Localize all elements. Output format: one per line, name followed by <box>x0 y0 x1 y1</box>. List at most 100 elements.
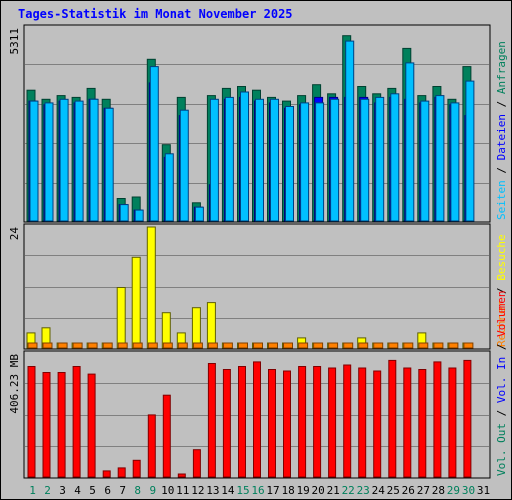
panel-1-bar-seiten-day-20 <box>315 102 325 222</box>
panel-2-y-max-label: 24 <box>8 227 21 241</box>
panel-3-bar-volumen-day-17 <box>268 369 276 478</box>
x-tick-label-day-20: 20 <box>311 484 324 497</box>
x-tick-label-day-22: 22 <box>342 484 355 497</box>
panel-2-bar-rechner-day-28 <box>433 342 444 349</box>
panel-3-bar-volumen-day-26 <box>403 367 412 478</box>
panel-1-bar-seiten-day-8 <box>134 209 144 222</box>
x-tick-label-day-8: 8 <box>134 484 141 497</box>
x-tick-label-day-2: 2 <box>44 484 51 497</box>
panel-1-legend-dateien: Dateien <box>495 114 508 160</box>
panel-2-bar-rechner-day-12 <box>192 342 203 349</box>
panel-1-bar-seiten-day-6 <box>104 107 114 222</box>
panel-1-bar-seiten-day-10 <box>164 153 174 222</box>
panel-3-bar-volumen-day-6 <box>102 470 111 478</box>
panel-2-bar-besuche-day-13 <box>206 302 216 349</box>
panel-1-bar-seiten-day-5 <box>89 98 99 222</box>
panel-1-legend-seiten: Seiten <box>495 180 508 220</box>
panel-1-bar-seiten-day-17 <box>270 98 279 222</box>
panel-3-bar-volumen-day-7 <box>117 467 126 478</box>
panel-1-bar-seiten-day-11 <box>179 109 189 222</box>
x-tick-label-day-26: 26 <box>402 484 415 497</box>
panel-3-bar-volumen-day-25 <box>388 359 397 478</box>
x-tick-label-day-31: 31 <box>477 484 490 497</box>
panel-1-legend-anfragen: Anfragen <box>495 41 508 94</box>
panel-3-bar-volumen-day-19 <box>298 366 307 478</box>
panel-2-bar-rechner-day-14 <box>222 342 233 349</box>
x-tick-label-day-14: 14 <box>221 484 235 497</box>
x-tick-label-day-7: 7 <box>119 484 126 497</box>
panel-2-bar-besuche-day-12 <box>191 307 201 349</box>
panel-3-bar-volumen-day-20 <box>313 366 322 478</box>
panel-2-legend-separator: / <box>495 281 508 301</box>
panel-1-bar-seiten-day-30 <box>465 80 475 222</box>
panel-2-legend-besuche: Besuche <box>495 234 508 280</box>
panel-3-bar-volumen-day-24 <box>373 370 382 478</box>
panel-3-bar-volumen-day-13 <box>207 363 216 478</box>
panel-1-bar-seiten-day-16 <box>255 98 264 222</box>
panel-2-bar-rechner-day-8 <box>132 342 143 349</box>
panel-2-bar-rechner-day-7 <box>117 342 128 349</box>
panel-3-bar-volumen-day-16 <box>253 361 261 478</box>
x-tick-label-day-4: 4 <box>74 484 81 497</box>
x-tick-label-day-5: 5 <box>89 484 96 497</box>
panel-3-bar-volumen-day-29 <box>448 367 457 478</box>
panel-3-legend-vol-in: Vol. In <box>495 357 508 403</box>
panel-2-bar-rechner-day-25 <box>388 342 399 349</box>
panel-3-bar-volumen-day-10 <box>162 394 171 478</box>
panel-1-legend-separator: / <box>495 94 508 114</box>
panel-1-bar-seiten-day-28 <box>435 95 445 222</box>
panel-3-bar-volumen-day-14 <box>222 369 231 478</box>
panel-3-bar-volumen-day-12 <box>192 449 201 478</box>
panel-3-bar-volumen-day-30 <box>463 359 472 478</box>
panel-3-bar-volumen-day-23 <box>358 367 367 478</box>
x-tick-label-day-29: 29 <box>447 484 460 497</box>
panel-1-bar-seiten-day-26 <box>405 62 415 222</box>
panel-1-bar-seiten-day-18 <box>285 106 294 222</box>
x-tick-label-day-19: 19 <box>296 484 309 497</box>
panel-2-bar-rechner-day-10 <box>162 342 173 349</box>
panel-2-plot-area <box>23 223 491 350</box>
panel-3-bar-volumen-day-1 <box>27 366 36 478</box>
x-tick-label-day-11: 11 <box>176 484 189 497</box>
panel-3-bar-volumen-day-27 <box>418 369 427 478</box>
x-tick-label-day-28: 28 <box>432 484 445 497</box>
panel-1-bar-seiten-day-3 <box>59 98 69 222</box>
panel-3-bar-volumen-day-8 <box>132 459 141 478</box>
panel-2-bar-besuche-day-7 <box>116 287 126 349</box>
panel-2-bar-besuche-day-8 <box>131 256 141 349</box>
x-tick-label-day-25: 25 <box>387 484 400 497</box>
panel-3-legend-separator: / <box>495 403 508 423</box>
x-tick-label-day-13: 13 <box>206 484 219 497</box>
panel-1-bar-seiten-day-15 <box>240 91 249 222</box>
panel-1-bar-seiten-day-19 <box>300 102 310 222</box>
chart-title: Tages-Statistik im Monat November 2025 <box>18 7 293 21</box>
panel-3-bar-volumen-day-2 <box>42 372 51 478</box>
panel-1-legend-separator: / <box>495 160 508 180</box>
panel-1-bar-seiten-day-9 <box>149 66 159 222</box>
panel-3-bar-volumen-day-5 <box>87 373 96 478</box>
panel-2-bar-rechner-day-15 <box>238 342 248 349</box>
panel-2-bar-rechner-day-13 <box>207 342 218 349</box>
panel-1-bar-seiten-day-12 <box>194 206 204 222</box>
panel-3-bar-volumen-day-3 <box>57 372 66 478</box>
panel-1-bar-seiten-day-1 <box>29 100 39 222</box>
panel-2-bar-rechner-day-9 <box>147 342 158 349</box>
panel-3-bar-volumen-day-9 <box>147 414 156 478</box>
panel-3-bar-volumen-day-18 <box>283 370 291 478</box>
panel-1-bar-seiten-day-25 <box>390 93 400 222</box>
panel-1-bar-seiten-day-4 <box>74 100 84 222</box>
x-tick-label-day-24: 24 <box>372 484 386 497</box>
x-tick-label-day-3: 3 <box>59 484 66 497</box>
panel-2-bar-rechner-day-4 <box>72 342 83 349</box>
panel-1-bar-seiten-day-22 <box>345 40 355 222</box>
panel-2-bar-rechner-day-2 <box>42 342 53 349</box>
x-tick-label-day-6: 6 <box>104 484 111 497</box>
x-tick-label-day-30: 30 <box>462 484 475 497</box>
x-tick-label-day-23: 23 <box>357 484 370 497</box>
panel-2-bar-rechner-day-6 <box>102 342 113 349</box>
panel-2-bar-rechner-day-5 <box>87 342 98 349</box>
panel-3-bar-volumen-day-28 <box>433 361 442 478</box>
panel-1-bar-seiten-day-27 <box>420 100 430 222</box>
panel-2-bar-rechner-day-18 <box>283 342 293 349</box>
